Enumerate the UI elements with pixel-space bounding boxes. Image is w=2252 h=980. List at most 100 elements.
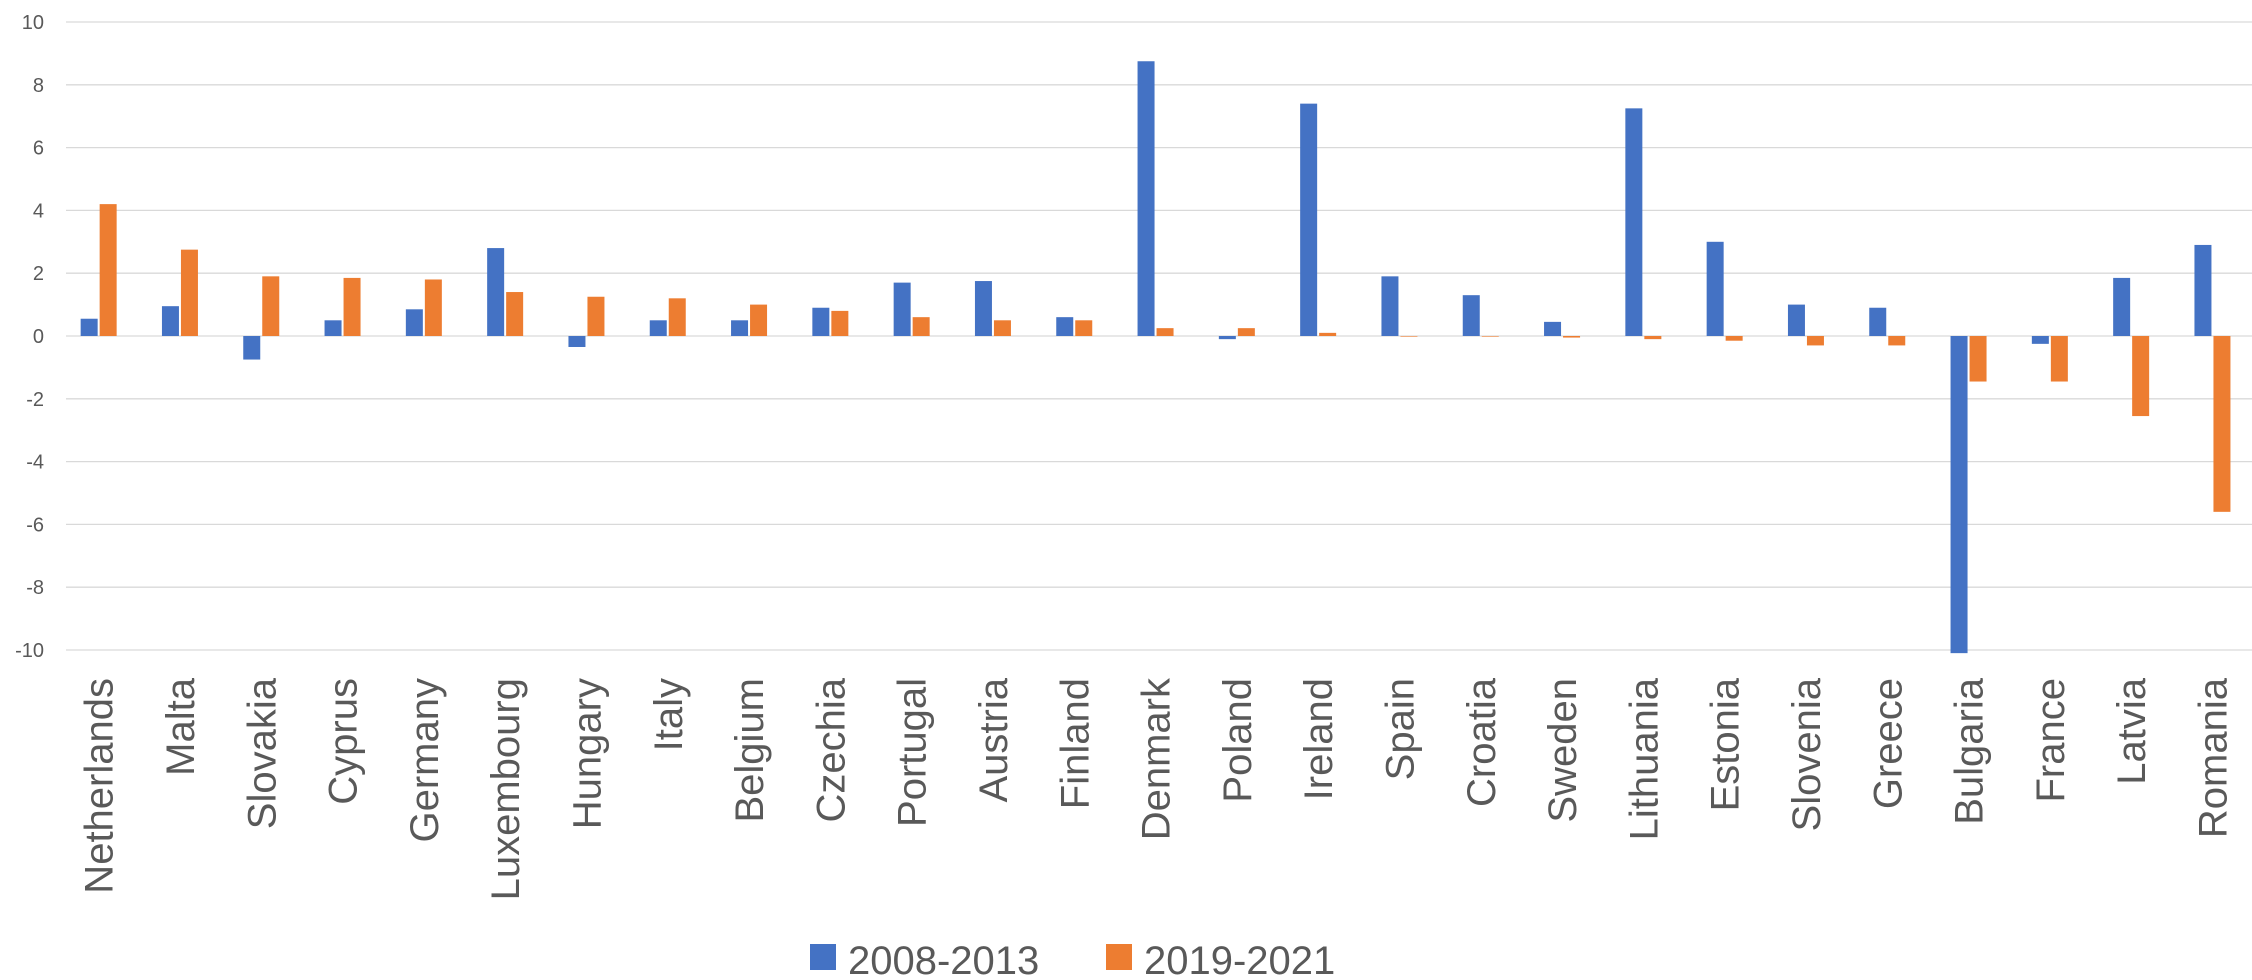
y-tick-label: -2 bbox=[26, 389, 44, 411]
x-tick-label: Belgium bbox=[728, 678, 772, 823]
x-tick-label: Estonia bbox=[1704, 677, 1748, 811]
bar-2008-2013-poland bbox=[1218, 336, 1236, 340]
bar-2008-2013-portugal bbox=[893, 282, 911, 336]
x-tick-label: Poland bbox=[1216, 678, 1260, 803]
x-tick-label: Netherlands bbox=[78, 678, 122, 894]
bar-2019-2021-latvia bbox=[2132, 336, 2150, 417]
bar-2019-2021-malta bbox=[180, 249, 198, 336]
bar-2019-2021-austria bbox=[993, 320, 1011, 336]
bar-2019-2021-france bbox=[2050, 336, 2068, 382]
bar-2008-2013-germany bbox=[405, 309, 423, 336]
y-tick-label: 8 bbox=[33, 75, 44, 97]
x-tick-label: Slovakia bbox=[240, 677, 284, 829]
legend: 2008-2013 2019-2021 bbox=[810, 939, 1335, 980]
bar-2019-2021-spain bbox=[1400, 336, 1418, 337]
bar-2019-2021-denmark bbox=[1156, 328, 1174, 336]
bar-2019-2021-estonia bbox=[1725, 336, 1743, 341]
bar-2008-2013-italy bbox=[649, 320, 667, 336]
bar-2008-2013-cyprus bbox=[324, 320, 342, 336]
bar-2019-2021-bulgaria bbox=[1969, 336, 1987, 382]
bar-2019-2021-poland bbox=[1237, 328, 1255, 336]
bar-2019-2021-sweden bbox=[1563, 336, 1581, 338]
bar-2008-2013-croatia bbox=[1462, 295, 1480, 336]
bar-2008-2013-denmark bbox=[1137, 61, 1155, 336]
x-tick-label: Slovenia bbox=[1785, 677, 1829, 831]
bar-2008-2013-slovenia bbox=[1787, 304, 1805, 336]
bar-2019-2021-czechia bbox=[831, 310, 849, 336]
legend-label: 2019-2021 bbox=[1144, 939, 1335, 980]
x-tick-label: Cyprus bbox=[322, 678, 366, 805]
x-tick-label: Italy bbox=[647, 678, 691, 751]
x-tick-label: Lithuania bbox=[1622, 677, 1666, 840]
bar-2008-2013-france bbox=[2031, 336, 2049, 344]
bar-2008-2013-netherlands bbox=[80, 318, 98, 336]
bar-2019-2021-luxembourg bbox=[506, 292, 524, 336]
bar-2008-2013-ireland bbox=[1300, 103, 1318, 336]
x-tick-label: Portugal bbox=[891, 678, 935, 827]
y-tick-label: 10 bbox=[22, 12, 44, 34]
y-tick-label: 4 bbox=[33, 200, 44, 222]
bar-2008-2013-slovakia bbox=[243, 336, 261, 360]
bar-2019-2021-netherlands bbox=[99, 204, 117, 336]
y-tick-label: -6 bbox=[26, 514, 44, 536]
bar-2019-2021-portugal bbox=[912, 317, 930, 336]
bar-2008-2013-czechia bbox=[812, 307, 830, 336]
bars bbox=[80, 61, 2231, 654]
x-tick-label: Romania bbox=[2191, 677, 2235, 838]
bar-2019-2021-finland bbox=[1075, 320, 1093, 336]
y-tick-label: 0 bbox=[33, 326, 44, 348]
x-tick-label: Greece bbox=[1866, 678, 1910, 809]
bar-2008-2013-lithuania bbox=[1625, 108, 1643, 336]
y-tick-label: -8 bbox=[26, 577, 44, 599]
bar-2019-2021-belgium bbox=[750, 304, 768, 336]
bar-2008-2013-hungary bbox=[568, 336, 586, 347]
bar-2008-2013-belgium bbox=[731, 320, 749, 336]
x-tick-label: Sweden bbox=[1541, 678, 1585, 823]
y-axis-tick-labels: 10 8 6 4 2 0 -2 -4 -6 -8 -10 bbox=[15, 12, 44, 662]
x-axis-tick-labels: Netherlands Malta Slovakia Cyprus Germany Lux… bbox=[78, 677, 2236, 900]
bar-2019-2021-ireland bbox=[1319, 332, 1337, 336]
legend-swatch bbox=[1106, 944, 1132, 970]
legend-swatch bbox=[810, 944, 836, 970]
bar-2019-2021-cyprus bbox=[343, 277, 361, 336]
x-tick-label: Latvia bbox=[2110, 677, 2154, 784]
y-tick-label: -4 bbox=[26, 452, 44, 474]
bar-2019-2021-lithuania bbox=[1644, 336, 1662, 340]
bar-2008-2013-finland bbox=[1056, 317, 1074, 336]
x-tick-label: Germany bbox=[403, 678, 447, 843]
x-tick-label: Malta bbox=[159, 677, 203, 776]
bar-2008-2013-austria bbox=[974, 281, 992, 336]
x-tick-label: Bulgaria bbox=[1948, 677, 1992, 825]
bar-2008-2013-greece bbox=[1869, 307, 1887, 336]
x-tick-label: Czechia bbox=[809, 677, 853, 822]
bar-2019-2021-croatia bbox=[1481, 336, 1499, 337]
x-tick-label: Austria bbox=[972, 677, 1016, 802]
bar-2019-2021-romania bbox=[2213, 336, 2231, 512]
x-tick-label: Croatia bbox=[1460, 677, 1504, 807]
x-tick-label: Denmark bbox=[1135, 677, 1179, 840]
legend-label: 2008-2013 bbox=[848, 939, 1039, 980]
x-tick-label: Hungary bbox=[565, 678, 609, 829]
bar-2019-2021-greece bbox=[1888, 336, 1906, 346]
bar-2008-2013-malta bbox=[161, 306, 179, 336]
y-tick-label: -10 bbox=[15, 640, 44, 662]
bar-2019-2021-hungary bbox=[587, 296, 605, 336]
bar-2019-2021-italy bbox=[668, 298, 686, 336]
bar-2008-2013-latvia bbox=[2113, 277, 2131, 336]
bar-2008-2013-bulgaria bbox=[1950, 336, 1968, 654]
x-tick-label: Ireland bbox=[1297, 678, 1341, 800]
x-tick-label: France bbox=[2029, 678, 2073, 803]
bar-2008-2013-sweden bbox=[1544, 321, 1562, 336]
bar-2008-2013-spain bbox=[1381, 276, 1399, 336]
bar-2008-2013-luxembourg bbox=[487, 248, 505, 336]
bar-2008-2013-romania bbox=[2194, 244, 2212, 336]
bar-2008-2013-estonia bbox=[1706, 241, 1724, 336]
x-tick-label: Luxembourg bbox=[484, 678, 528, 900]
bar-2019-2021-slovakia bbox=[262, 276, 280, 336]
bar-2019-2021-slovenia bbox=[1806, 336, 1824, 346]
y-tick-label: 6 bbox=[33, 138, 44, 160]
x-tick-label: Spain bbox=[1378, 678, 1422, 780]
y-tick-label: 2 bbox=[33, 263, 44, 285]
bar-2019-2021-germany bbox=[424, 279, 442, 336]
